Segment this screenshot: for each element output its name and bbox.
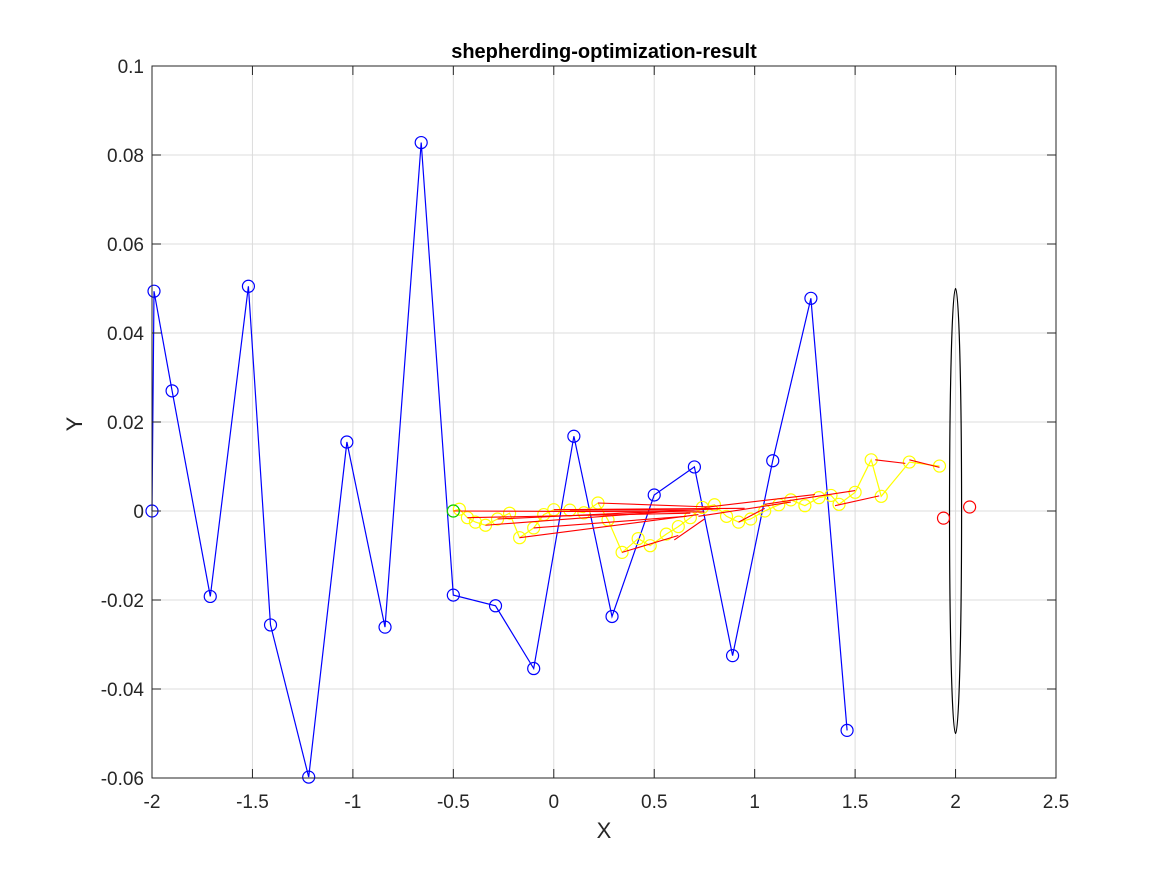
series-1-point — [452, 502, 466, 516]
x-axis-label: X — [597, 818, 612, 843]
series-1-point — [513, 531, 527, 545]
y-tick-label: -0.06 — [101, 769, 144, 790]
x-tick-label: 0 — [548, 792, 559, 813]
y-tick-label: -0.02 — [101, 591, 144, 612]
series-1-point — [671, 519, 685, 534]
x-tick-label: -1 — [344, 792, 361, 813]
x-tick-label: -0.5 — [437, 792, 470, 813]
series-1-point — [848, 485, 862, 499]
x-tick-label: 1.5 — [842, 792, 868, 813]
series-0-point — [446, 588, 460, 602]
series-line-0 — [151, 142, 848, 778]
series-0-point — [241, 279, 256, 293]
series-0-point — [378, 620, 392, 634]
series-1-point — [577, 506, 591, 520]
series-0-point — [302, 770, 316, 784]
link-segment — [485, 510, 675, 526]
series-0-point — [647, 488, 661, 502]
series-1-point — [631, 531, 645, 546]
link-segment — [597, 502, 711, 508]
series-1-point — [832, 497, 846, 511]
series-1-point — [902, 455, 916, 469]
series-1-point — [731, 515, 746, 529]
series-0-point — [687, 460, 702, 474]
x-tick-label: -1.5 — [236, 792, 269, 813]
link-segment — [834, 495, 880, 507]
link-segment — [704, 493, 815, 508]
series-1-point — [659, 527, 673, 541]
ticks: -2 -1.5 -1 -0.5 0 0.5 1 1.5 2 2.5 -0.06 -0.04 -0.02 0… — [101, 57, 1070, 813]
series-0-point — [165, 384, 179, 398]
y-tick-label: -0.04 — [101, 680, 145, 701]
link-segment — [875, 459, 906, 464]
link-segment — [533, 515, 687, 529]
link-segment — [621, 534, 679, 553]
series-0-point — [804, 291, 818, 305]
series-1-point — [468, 515, 483, 529]
series-1-point — [707, 498, 722, 512]
start-point — [446, 504, 460, 518]
x-tick-label: 2 — [950, 792, 961, 813]
series-1-point — [615, 545, 629, 559]
link-segment — [909, 459, 940, 468]
series-0-point — [488, 599, 503, 613]
chart-title: shepherding-optimization-result — [451, 41, 757, 63]
goal-point — [963, 500, 977, 514]
link-segment — [519, 514, 699, 539]
series-0-point — [147, 284, 161, 298]
x-tick-label: 2.5 — [1043, 792, 1069, 813]
series-0-point — [263, 618, 278, 632]
y-tick-label: 0.06 — [107, 235, 144, 256]
x-tick-label: 1 — [749, 792, 760, 813]
link-segment — [553, 507, 745, 511]
series-0-point — [766, 454, 780, 468]
y-tick-label: 0 — [133, 502, 144, 523]
y-tick-label: 0.04 — [107, 324, 144, 345]
link-segment — [673, 518, 705, 541]
y-tick-label: 0.1 — [118, 57, 144, 78]
link-segment — [738, 507, 765, 523]
target-ellipse — [948, 287, 963, 735]
link-segment — [698, 501, 791, 517]
plot-content — [145, 135, 977, 784]
goal-point — [936, 511, 951, 525]
y-axis-label: Y — [62, 416, 87, 431]
series-0-point — [605, 609, 619, 624]
series-0-point — [203, 589, 217, 604]
y-tick-label: 0.02 — [107, 413, 144, 434]
series-0-point — [340, 435, 354, 449]
series-0-point — [567, 429, 581, 443]
link-segment — [764, 489, 856, 505]
series-0-point — [840, 723, 854, 737]
series-0-point — [527, 661, 541, 676]
y-tick-label: 0.08 — [107, 146, 144, 167]
series-1-point — [798, 499, 812, 513]
series-1-point — [719, 509, 734, 523]
series-0-point — [414, 135, 428, 150]
x-tick-label: 0.5 — [641, 792, 667, 813]
x-tick-label: -2 — [144, 792, 161, 813]
series-1-point — [502, 506, 517, 520]
series-0-point — [725, 649, 740, 663]
